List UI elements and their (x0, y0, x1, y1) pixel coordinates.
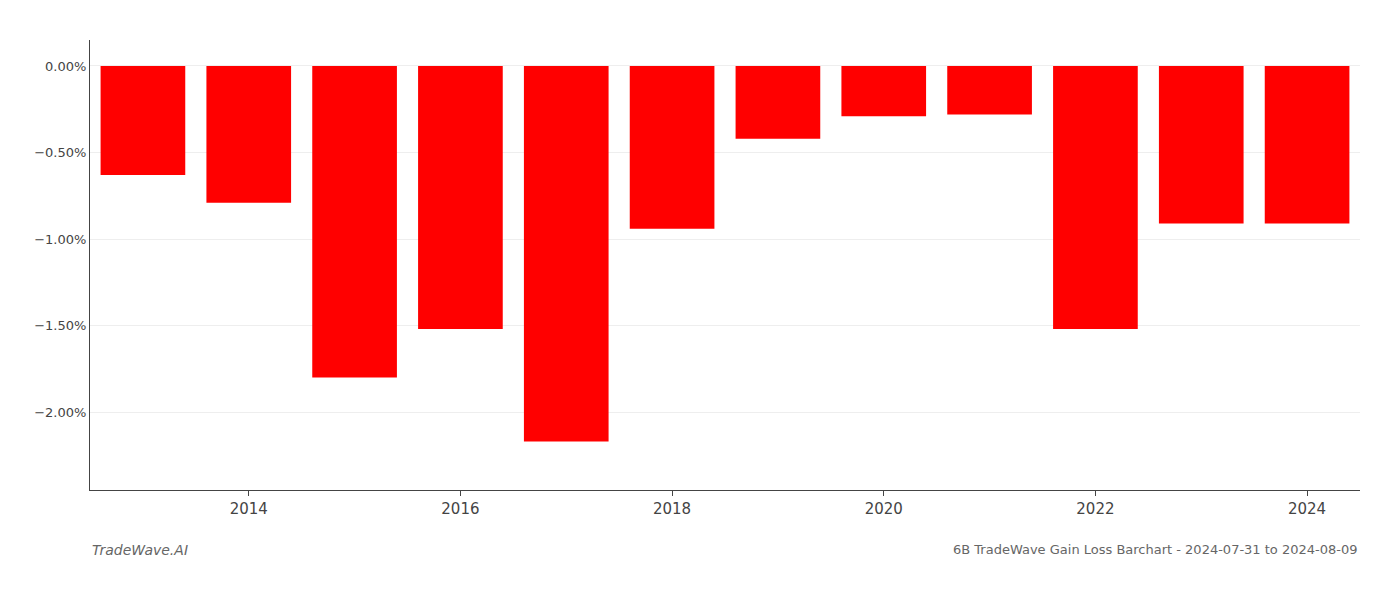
svg-text:TradeWave.AI: TradeWave.AI (92, 542, 188, 558)
svg-text:−2.00%: −2.00% (34, 405, 86, 420)
svg-text:−1.50%: −1.50% (34, 318, 86, 333)
svg-text:−1.00%: −1.00% (34, 232, 86, 247)
svg-text:2016: 2016 (441, 500, 479, 518)
svg-text:0.00%: 0.00% (45, 59, 86, 74)
svg-text:2014: 2014 (230, 500, 268, 518)
svg-text:6B TradeWave Gain Loss Barchar: 6B TradeWave Gain Loss Barchart - 2024-0… (953, 542, 1358, 557)
svg-text:2018: 2018 (653, 500, 691, 518)
svg-text:2024: 2024 (1288, 500, 1326, 518)
svg-text:2022: 2022 (1076, 500, 1114, 518)
svg-text:−0.50%: −0.50% (34, 145, 86, 160)
svg-text:2020: 2020 (865, 500, 903, 518)
